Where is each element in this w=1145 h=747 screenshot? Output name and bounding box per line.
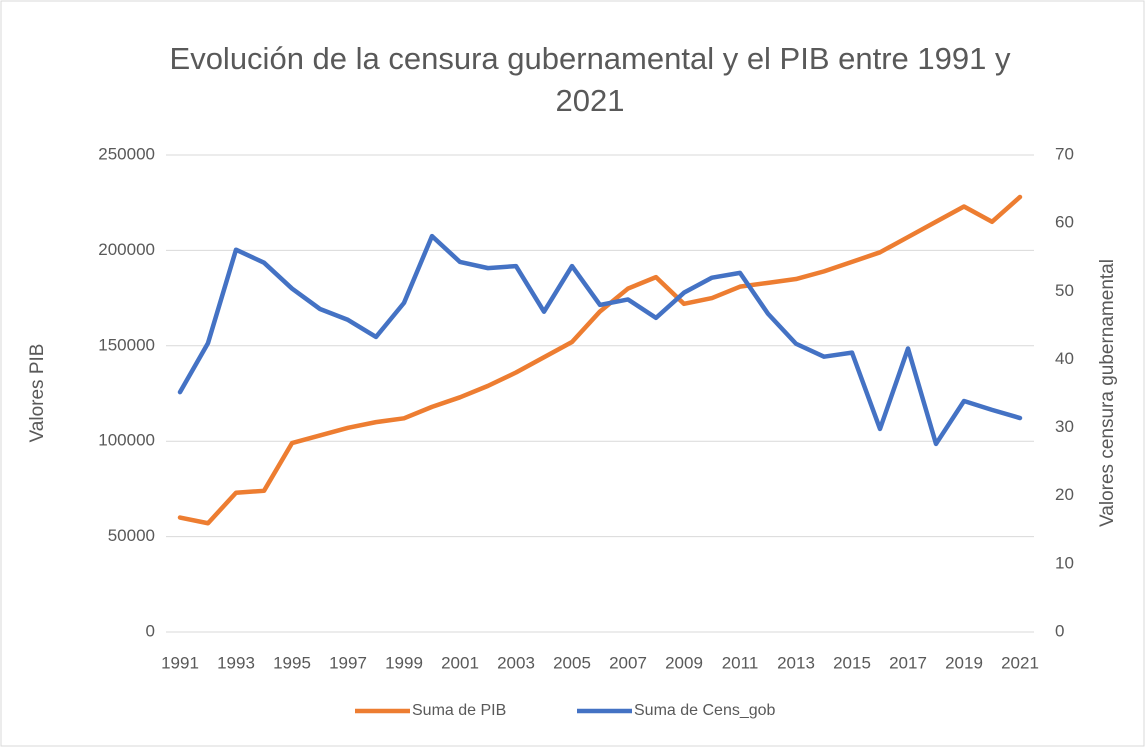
y2-tick-label: 60 (1055, 213, 1074, 232)
series-line (177, 194, 1023, 526)
y-tick-label: 0 (146, 621, 155, 640)
x-tick-label: 1997 (329, 653, 367, 672)
y2-tick-label: 10 (1055, 553, 1074, 572)
x-tick-label: 2001 (441, 653, 479, 672)
x-tick-label: 2015 (833, 653, 871, 672)
y2-tick-label: 40 (1055, 349, 1074, 368)
x-tick-label: 2009 (665, 653, 703, 672)
y-tick-label: 200000 (98, 240, 155, 259)
chart-title: Evolución de la censura gubernamental y … (169, 41, 1011, 118)
y2-tick-label: 30 (1055, 417, 1074, 436)
x-tick-label: 2005 (553, 653, 591, 672)
y-axis-title: Valores PIB (27, 344, 48, 443)
x-tick-label: 1991 (161, 653, 199, 672)
x-tick-label: 2021 (1001, 653, 1039, 672)
y-tick-label: 150000 (98, 335, 155, 354)
x-tick-label: 1993 (217, 653, 255, 672)
x-tick-label: 2017 (889, 653, 927, 672)
legend-label: Suma de PIB (412, 702, 506, 719)
y2-tick-label: 50 (1055, 281, 1074, 300)
y-tick-label: 50000 (108, 526, 155, 545)
y2-tick-label: 70 (1055, 144, 1074, 163)
y-tick-label: 100000 (98, 431, 155, 450)
series-line (177, 233, 1023, 447)
x-tick-label: 1999 (385, 653, 423, 672)
x-tick-label: 2003 (497, 653, 535, 672)
y2-tick-label: 20 (1055, 485, 1074, 504)
x-tick-label: 2007 (609, 653, 647, 672)
x-tick-label: 1995 (273, 653, 311, 672)
x-tick-label: 2011 (722, 653, 759, 672)
y2-axis-title: Valores censura gubernamental (1097, 259, 1118, 527)
x-tick-label: 2013 (777, 653, 815, 672)
legend-label: Suma de Cens_gob (634, 702, 776, 719)
x-tick-label: 2019 (945, 653, 983, 672)
y2-tick-label: 0 (1055, 621, 1064, 640)
y-tick-label: 250000 (98, 144, 155, 163)
